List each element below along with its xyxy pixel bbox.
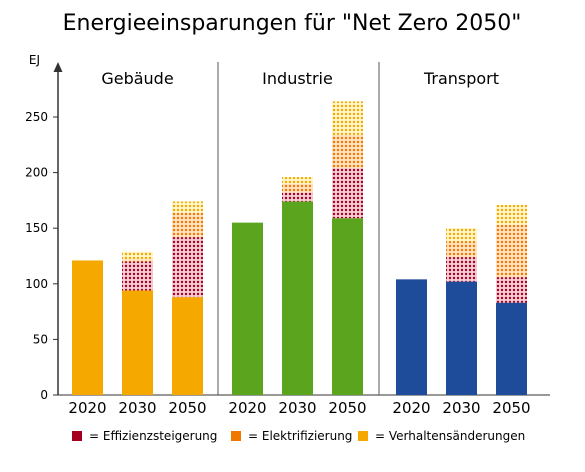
bar-segment-effizienz [332,168,363,219]
bars [72,101,527,395]
bar-segment-elektrifizierung [496,224,527,278]
legend-label: = Effizienzsteigerung [89,429,217,443]
bar-base [122,290,153,395]
legend-label: = Verhaltensänderungen [375,429,525,443]
bar-segment-elektrifizierung [172,212,203,238]
x-tick-label: 2050 [328,399,366,417]
legend-label: = Elektrifizierung [248,429,352,443]
bar-base [446,281,477,395]
y-axis-label: EJ [29,53,40,67]
bar-segment-elektrifizierung [446,241,477,258]
y-tick-label: 250 [25,110,48,124]
y-tick-label: 0 [40,388,48,402]
y-axis-arrow [53,62,63,72]
x-tick-labels: 2020 2030 2050 2020 2030 2050 2020 2030 2050 [68,399,530,417]
x-tick-label: 2030 [118,399,156,417]
y-tick-label: 100 [25,277,48,291]
bar-base [496,302,527,395]
legend-swatch [358,431,368,441]
chart-title: Energieeinsparungen für "Net Zero 2050" [63,11,522,36]
group-label: Gebäude [101,69,173,88]
y-tick-label: 150 [25,221,48,235]
bar-segment-elektrifizierung [122,259,153,262]
y-tick-label: 50 [33,332,48,346]
bar-segment-effizienz [282,192,313,202]
bar-segment-effizienz [172,237,203,298]
bar-segment-verhalten [122,251,153,260]
bar-base [172,297,203,395]
group-separators [217,62,380,395]
x-tick-label: 2020 [392,399,430,417]
x-tick-label: 2020 [228,399,266,417]
x-tick-label: 2050 [168,399,206,417]
group-labels: Gebäude Industrie Transport [101,69,499,88]
bar-segment-elektrifizierung [332,134,363,169]
bar-segment-verhalten [172,201,203,213]
x-tick-label: 2030 [442,399,480,417]
bar-base [72,260,103,395]
x-tick-label: 2050 [492,399,530,417]
bar-segment-effizienz [122,261,153,291]
bar-segment-elektrifizierung [282,183,313,193]
bar-base [396,279,427,395]
bar-segment-effizienz [496,277,527,303]
legend: = Effizienzsteigerung = Elektrifizierung =… [72,429,525,443]
legend-swatch [231,431,241,441]
bar-base [232,222,263,395]
bar-segment-verhalten [282,177,313,184]
y-tick-label: 200 [25,166,48,180]
bar-base [282,201,313,395]
x-tick-label: 2030 [278,399,316,417]
bar-segment-effizienz [446,257,477,282]
bar-segment-verhalten [446,228,477,242]
x-tick-label: 2020 [68,399,106,417]
bar-segment-verhalten [332,101,363,135]
bar-base [332,218,363,395]
group-label: Industrie [262,69,333,88]
group-label: Transport [423,69,499,88]
bar-segment-verhalten [496,204,527,225]
legend-swatch [72,431,82,441]
